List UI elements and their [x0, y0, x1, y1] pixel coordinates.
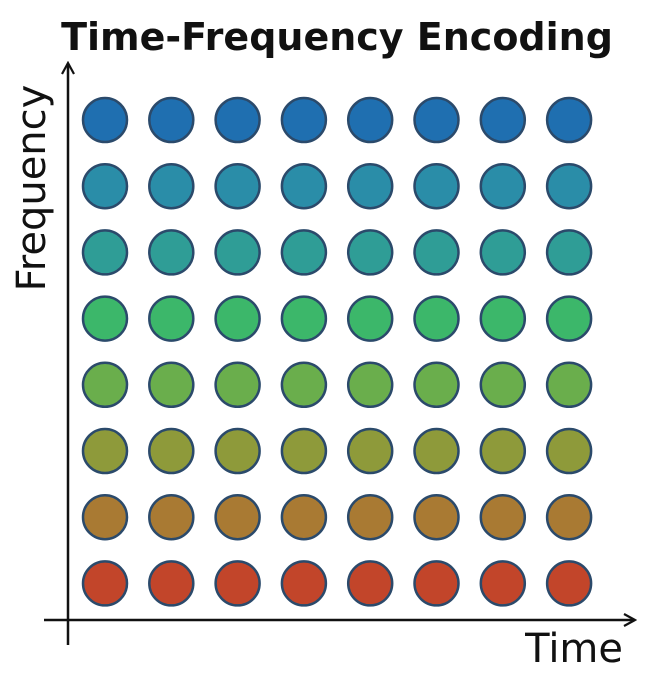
dot — [545, 162, 593, 210]
dot — [81, 427, 129, 475]
dot — [280, 427, 328, 475]
dot — [479, 229, 527, 276]
dot — [346, 493, 394, 541]
dot — [280, 96, 328, 144]
dot — [81, 295, 129, 342]
dot — [214, 493, 261, 541]
title: Time-Frequency Encoding — [61, 15, 613, 59]
dot — [545, 560, 593, 607]
dot — [148, 427, 195, 475]
dot — [81, 162, 129, 210]
x-axis-label: Time — [524, 626, 623, 672]
dot — [346, 427, 394, 475]
dot — [479, 96, 527, 144]
dot — [479, 560, 527, 607]
dot — [545, 361, 593, 409]
dot — [479, 361, 527, 409]
dot — [280, 162, 328, 210]
dot — [280, 493, 328, 541]
dot — [413, 229, 460, 276]
dot — [545, 427, 593, 475]
dot — [346, 560, 394, 607]
dot — [214, 427, 261, 475]
dot — [413, 96, 460, 144]
dot — [214, 560, 261, 607]
dot — [413, 361, 460, 409]
dot — [148, 96, 195, 144]
dot — [81, 96, 129, 144]
dot — [280, 295, 328, 342]
dot — [81, 560, 129, 607]
dot — [81, 493, 129, 541]
dot — [413, 427, 460, 475]
dot — [545, 493, 593, 541]
dot — [148, 229, 195, 276]
dot — [479, 493, 527, 541]
dot — [346, 295, 394, 342]
dot — [346, 162, 394, 210]
dot — [545, 229, 593, 276]
dot — [214, 162, 261, 210]
dot — [413, 493, 460, 541]
dot — [545, 295, 593, 342]
dot — [280, 560, 328, 607]
dot — [214, 229, 261, 276]
dot — [148, 162, 195, 210]
dot — [413, 295, 460, 342]
dot — [280, 361, 328, 409]
dot — [346, 229, 394, 276]
dot — [479, 162, 527, 210]
dot — [479, 295, 527, 342]
dot — [346, 361, 394, 409]
dot — [214, 361, 261, 409]
dot — [148, 560, 195, 607]
dot — [214, 96, 261, 144]
dot — [214, 295, 261, 342]
dot — [148, 361, 195, 409]
dot — [81, 229, 129, 276]
dot — [148, 493, 195, 541]
dot-grid — [81, 96, 593, 607]
dot — [346, 96, 394, 144]
dot — [280, 229, 328, 276]
dot — [81, 361, 129, 409]
dot — [413, 162, 460, 210]
dot — [479, 427, 527, 475]
dot — [148, 295, 195, 342]
dot — [413, 560, 460, 607]
y-axis-label: Frequency — [9, 85, 55, 292]
dot — [545, 96, 593, 144]
